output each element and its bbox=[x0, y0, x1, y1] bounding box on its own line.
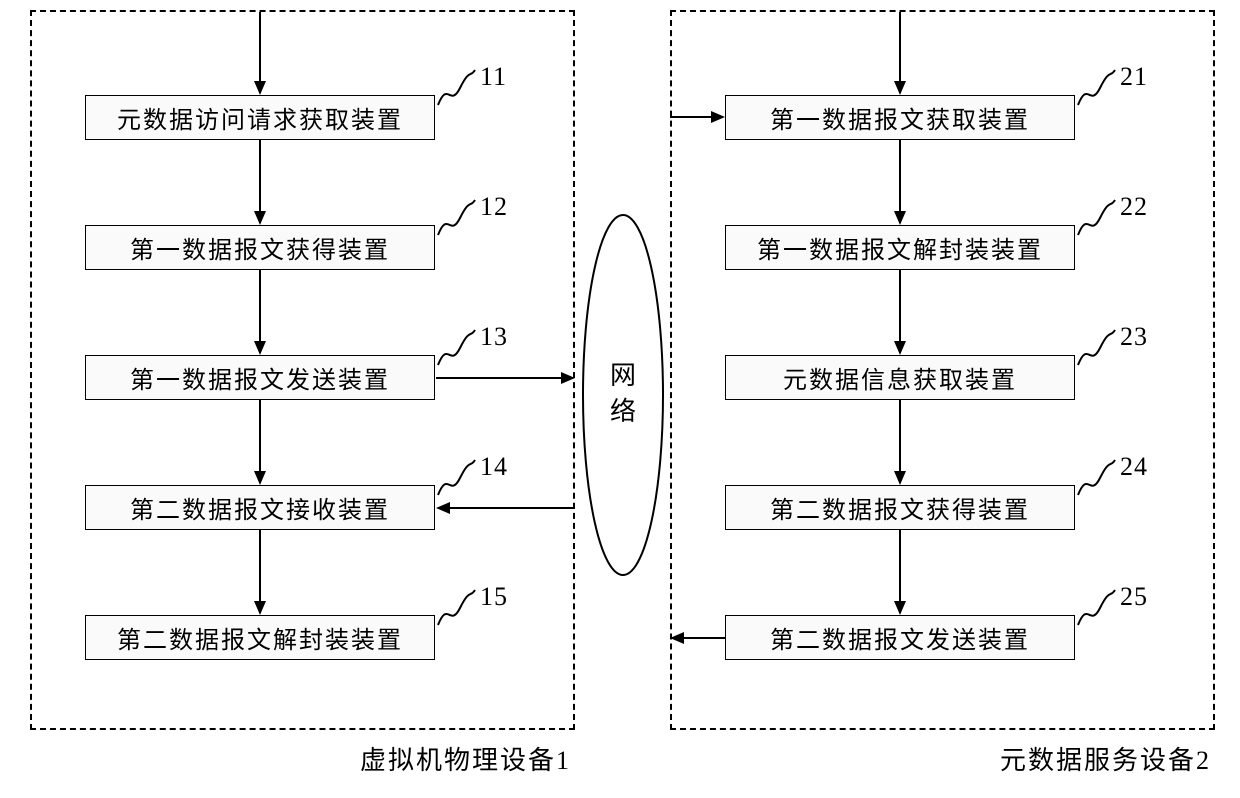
num-l4: 14 bbox=[480, 452, 508, 482]
num-r3: 23 bbox=[1120, 322, 1148, 352]
node-l3: 第一数据报文发送装置 bbox=[85, 355, 435, 400]
num-l1: 11 bbox=[480, 62, 507, 92]
node-l4: 第二数据报文接收装置 bbox=[85, 485, 435, 530]
node-r1: 第一数据报文获取装置 bbox=[725, 95, 1075, 140]
caption-right: 元数据服务设备2 bbox=[1000, 740, 1211, 777]
node-r5: 第二数据报文发送装置 bbox=[725, 615, 1075, 660]
node-r3: 元数据信息获取装置 bbox=[725, 355, 1075, 400]
network-label-char1: 网 bbox=[610, 361, 638, 390]
node-r2: 第一数据报文解封装装置 bbox=[725, 225, 1075, 270]
num-l2: 12 bbox=[480, 192, 508, 222]
num-l5: 15 bbox=[480, 582, 508, 612]
num-r4: 24 bbox=[1120, 452, 1148, 482]
node-l5: 第二数据报文解封装装置 bbox=[85, 615, 435, 660]
num-r2: 22 bbox=[1120, 192, 1148, 222]
node-r4: 第二数据报文获得装置 bbox=[725, 485, 1075, 530]
caption-left: 虚拟机物理设备1 bbox=[360, 740, 571, 777]
num-l3: 13 bbox=[480, 322, 508, 352]
num-r1: 21 bbox=[1120, 62, 1148, 92]
node-l2: 第一数据报文获得装置 bbox=[85, 225, 435, 270]
network-label-char2: 络 bbox=[610, 397, 638, 426]
network-label: 网 络 bbox=[610, 358, 638, 431]
num-r5: 25 bbox=[1120, 582, 1148, 612]
node-l1: 元数据访问请求获取装置 bbox=[85, 95, 435, 140]
